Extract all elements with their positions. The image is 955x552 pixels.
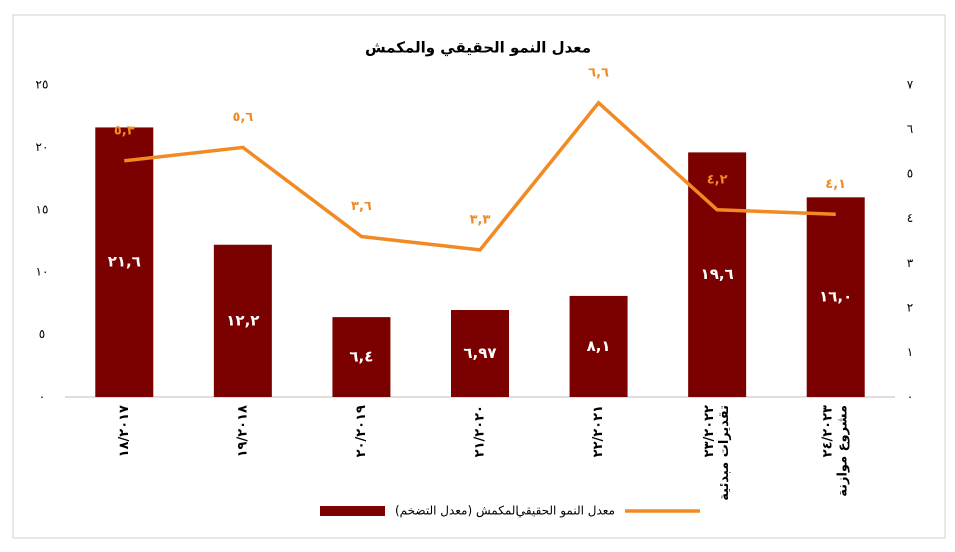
- bar: [332, 317, 391, 397]
- bar: [806, 197, 865, 397]
- chart-title: معدل النمو الحقيقي والمكمش: [365, 39, 591, 57]
- legend-label: معدل النمو الحقيقي: [516, 504, 615, 519]
- x-tick-label: ١٨/٢٠١٧: [117, 405, 132, 457]
- bar: [451, 310, 509, 397]
- y-tick-label: ١٠: [36, 265, 49, 279]
- y2-tick-label: ٠: [907, 390, 913, 404]
- y-tick-label: ٢٠: [36, 140, 49, 154]
- line-label: ٥,٦: [232, 110, 253, 125]
- bar: [213, 244, 272, 397]
- y2-tick-label: ٧: [907, 78, 914, 92]
- line-label: ٣,٦: [351, 199, 372, 214]
- line-label: ٦,٦: [588, 65, 609, 80]
- x-tick-label: ٢٢/٢٠٢١: [591, 405, 606, 457]
- line: [124, 100, 836, 252]
- y2-tick-label: ٤: [907, 211, 913, 225]
- bar-label: ١٦,٠: [819, 288, 852, 306]
- y2-tick-label: ٣: [907, 256, 914, 270]
- y-tick-label: ٠: [39, 390, 45, 404]
- y-tick-label: ٢٥: [36, 78, 49, 92]
- bar-label: ٦,٤: [349, 348, 373, 366]
- chart-frame: [12, 14, 946, 539]
- line-label: ٣,٣: [470, 212, 491, 227]
- bar-label: ٢١,٦: [108, 253, 141, 271]
- bar: [569, 295, 628, 397]
- legend-swatch: [320, 506, 385, 516]
- y2-tick-label: ٢: [907, 300, 913, 314]
- x-tick-label: ٢٤/٢٠٢٣: [821, 405, 836, 457]
- x-tick-label: ٢١/٢٠٢٠: [473, 405, 488, 457]
- x-tick-label: ٢٠/٢٠١٩: [354, 405, 369, 457]
- y2-tick-label: ٥: [907, 167, 913, 181]
- x-tick-label: مشروع موازنة: [836, 405, 851, 497]
- y2-tick-label: ٦: [907, 122, 913, 136]
- y2-tick-label: ١: [907, 345, 913, 359]
- bar-label: ١٩,٦: [701, 265, 734, 283]
- line-label: ٤,١: [825, 177, 846, 192]
- x-tick-label: تقديرات مبدئية: [717, 405, 732, 501]
- x-tick-label: ١٩/٢٠١٨: [235, 405, 250, 457]
- y-tick-label: ١٥: [36, 202, 49, 216]
- bar-label: ٦,٩٧: [463, 344, 496, 362]
- line-label: ٤,٢: [707, 172, 728, 187]
- bar-label: ٨,١: [587, 337, 611, 355]
- line-label: ٥,٣: [114, 123, 135, 138]
- y-tick-label: ٥: [39, 327, 45, 341]
- x-tick-label: ٢٣/٢٠٢٢: [702, 405, 717, 457]
- legend-label: المكمش (معدل التضخم): [395, 504, 519, 519]
- bar: [95, 127, 154, 397]
- bar-label: ١٢,٢: [226, 311, 259, 329]
